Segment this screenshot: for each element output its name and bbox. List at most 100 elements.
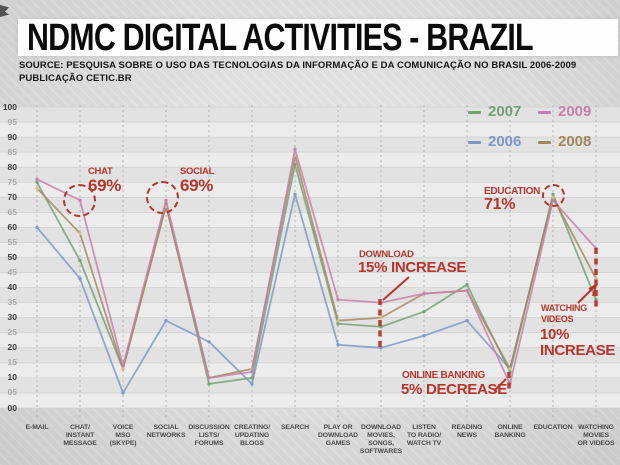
y-tick-label: 90 xyxy=(7,131,17,142)
y-tick-label: 95 xyxy=(7,116,17,127)
annotation-watching-text-3: 10% xyxy=(540,326,570,343)
legend-item-2007: 2007 xyxy=(468,103,521,120)
plot-band xyxy=(0,377,620,393)
y-tick-label: 50 xyxy=(7,252,17,262)
annotation-online-text-1: ONLINE BANKING xyxy=(402,370,486,381)
y-tick-label: 55 xyxy=(7,236,17,247)
legend-label: 2006 xyxy=(488,133,522,150)
x-tick-label-6: CREATING/UPDATING BLOGS xyxy=(234,424,270,447)
data-point-2009 xyxy=(465,288,469,293)
data-point-2008 xyxy=(379,316,383,320)
series-line-2009 xyxy=(36,148,597,385)
legend-label: 2008 xyxy=(558,133,592,150)
annotation-watching-text-2: VIDEOS xyxy=(541,314,574,324)
plot-band xyxy=(0,152,620,168)
data-point-2006 xyxy=(164,319,168,323)
data-point-2009 xyxy=(336,297,340,302)
plot-band xyxy=(0,317,620,333)
x-tick-label-7: SEARCH xyxy=(280,424,310,431)
annotation-watching-pointer-line xyxy=(577,284,597,304)
annotation-online-text-2: 5% DECREASE xyxy=(401,381,507,398)
plot-band xyxy=(0,107,620,123)
data-point-2006 xyxy=(35,225,39,230)
y-tick-label: 20 xyxy=(7,342,17,353)
annotation-education-text-1: EDUCATION xyxy=(484,186,541,197)
source-text-line1: SOURCE: PESQUISA SOBRE O USO DAS TECNOLO… xyxy=(19,60,577,71)
plot-band xyxy=(0,227,620,243)
legend-label: 2009 xyxy=(558,103,592,120)
legend-item-2008: 2008 xyxy=(538,133,591,150)
data-point-2006 xyxy=(293,192,297,196)
annotation-download-text-2: 15% INCREASE xyxy=(358,259,467,276)
plot-band xyxy=(0,167,620,183)
plot-band xyxy=(0,392,620,408)
corner-smudge-mark xyxy=(0,5,9,17)
plot-band xyxy=(0,122,620,138)
annotation-download-text-1: DOWNLOAD xyxy=(359,249,414,260)
data-point-2006 xyxy=(78,276,82,281)
legend-item-2009: 2009 xyxy=(538,103,591,120)
y-tick-label: 60 xyxy=(7,221,17,232)
annotation-chat-text-2: 69% xyxy=(88,176,122,195)
legend-dash-icon xyxy=(538,110,551,114)
plot-band xyxy=(0,302,620,318)
annotation-watching-text-1: WATCHING xyxy=(541,303,587,313)
plot-band xyxy=(0,257,620,273)
y-tick-label: 70 xyxy=(7,191,17,202)
plot-band xyxy=(0,347,620,363)
data-point-2007 xyxy=(78,258,82,263)
annotation-download-pointer-line xyxy=(382,276,410,301)
y-tick-label: 00 xyxy=(7,402,17,413)
x-tick-label-11: READING NEWS xyxy=(451,424,483,439)
annotation-education-text-2: 71% xyxy=(484,196,516,213)
y-tick-label: 80 xyxy=(7,161,17,172)
annotation-watching-text-4: INCREASE xyxy=(540,342,616,359)
legend-dash-icon xyxy=(468,110,481,114)
y-tick-label: 35 xyxy=(7,297,17,308)
x-tick-label-2: CHAT/INSTANT MESSAGE xyxy=(63,424,97,447)
data-point-2007 xyxy=(35,180,39,184)
x-tick-label-1: E-MAIL xyxy=(25,424,49,431)
x-tick-label-8: PLAY OR DOWNLOAD GAMES xyxy=(318,424,358,447)
data-point-2008 xyxy=(508,367,512,371)
annotation-online-pointer-line xyxy=(493,378,507,392)
data-point-2007 xyxy=(465,282,469,287)
data-point-2006 xyxy=(207,340,211,344)
y-tick-label: 100 xyxy=(2,101,17,112)
annotation-social-text-1: SOCIAL xyxy=(180,166,215,177)
data-point-2009 xyxy=(422,291,426,296)
annotation-education-dashed-circle xyxy=(542,184,565,207)
annotation-chat-text-1: CHAT xyxy=(88,166,113,177)
x-tick-label-14: WATCHING MOVIES OR VIDEOS xyxy=(577,424,615,447)
y-tick-label: 65 xyxy=(7,206,17,217)
data-point-2007 xyxy=(250,376,254,380)
legend-dash-icon xyxy=(468,140,481,144)
plot-band xyxy=(0,137,620,153)
data-point-2009 xyxy=(207,376,211,380)
data-point-2007 xyxy=(336,322,340,326)
y-tick-label: 45 xyxy=(7,267,17,278)
y-tick-label: 10 xyxy=(7,372,17,383)
data-point-2009 xyxy=(121,364,125,368)
data-point-2007 xyxy=(594,297,598,302)
x-tick-label-10: LISTEN TO RADIO/WATCH TV xyxy=(406,424,442,447)
y-tick-label: 05 xyxy=(7,387,17,398)
data-point-2008 xyxy=(121,367,125,371)
y-tick-label: 25 xyxy=(7,327,17,338)
legend-item-2006: 2006 xyxy=(468,133,521,150)
data-point-2006 xyxy=(121,391,125,395)
x-tick-label-12: ONLINE BANKING xyxy=(494,424,526,439)
annotation-social-text-2: 69% xyxy=(180,176,214,195)
page-title: NDMC DIGITAL ACTIVITIES - BRAZIL xyxy=(27,17,534,59)
y-tick-label: 30 xyxy=(7,312,17,323)
y-tick-label: 40 xyxy=(7,282,17,293)
x-tick-label-5: DISCUSSION LISTS/FORUMS xyxy=(188,424,230,447)
data-point-2009 xyxy=(35,177,39,181)
y-tick-label: 85 xyxy=(7,146,17,157)
data-point-2007 xyxy=(207,382,211,386)
plot-band xyxy=(0,272,620,288)
data-point-2009 xyxy=(293,147,297,151)
title-bar: NDMC DIGITAL ACTIVITIES - BRAZIL xyxy=(18,17,618,59)
x-tick-label-4: SOCIAL NETWORKS xyxy=(146,424,186,439)
